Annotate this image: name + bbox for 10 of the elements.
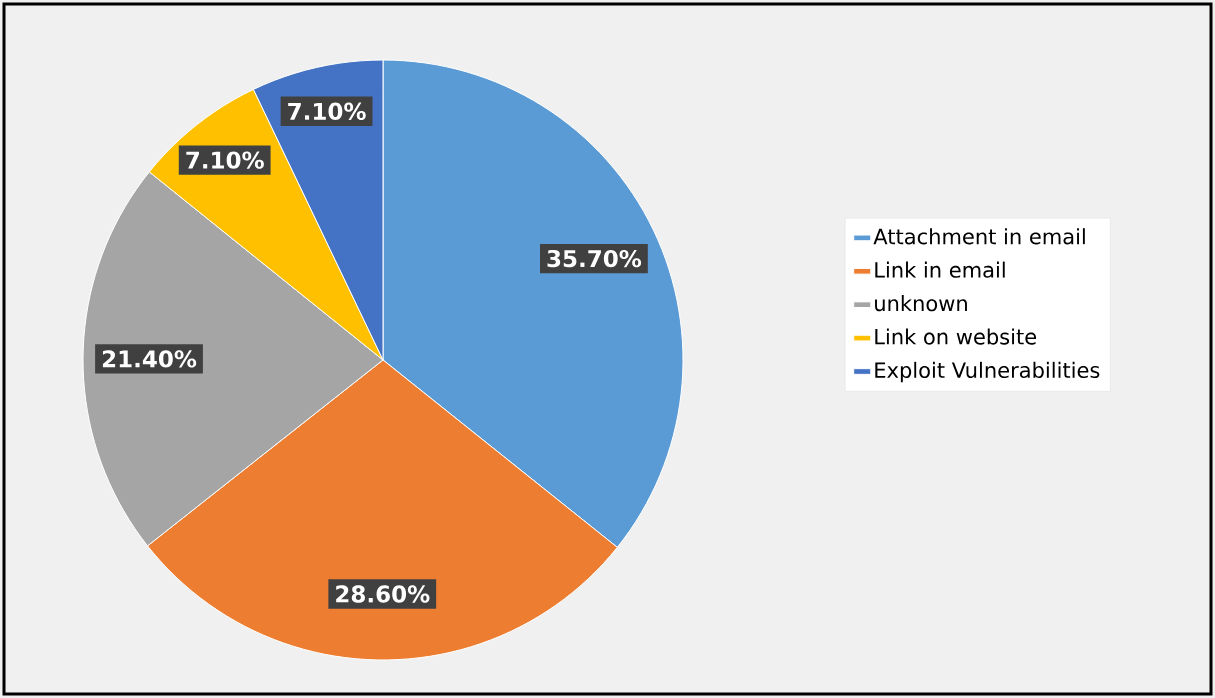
legend-label: Exploit Vulnerabilities <box>875 361 1100 383</box>
legend-label: Link in email <box>875 261 1005 278</box>
data-label: 21.40% <box>102 350 197 368</box>
legend-label: Attachment in email <box>873 228 1085 245</box>
legend-label: unknown <box>875 295 967 312</box>
data-label: 28.60% <box>336 585 430 603</box>
data-label: 35.70% <box>547 249 642 268</box>
data-label: 7.10% <box>186 151 264 169</box>
legend-label: Link on website <box>875 328 1037 345</box>
data-label: 7.10% <box>288 102 366 121</box>
